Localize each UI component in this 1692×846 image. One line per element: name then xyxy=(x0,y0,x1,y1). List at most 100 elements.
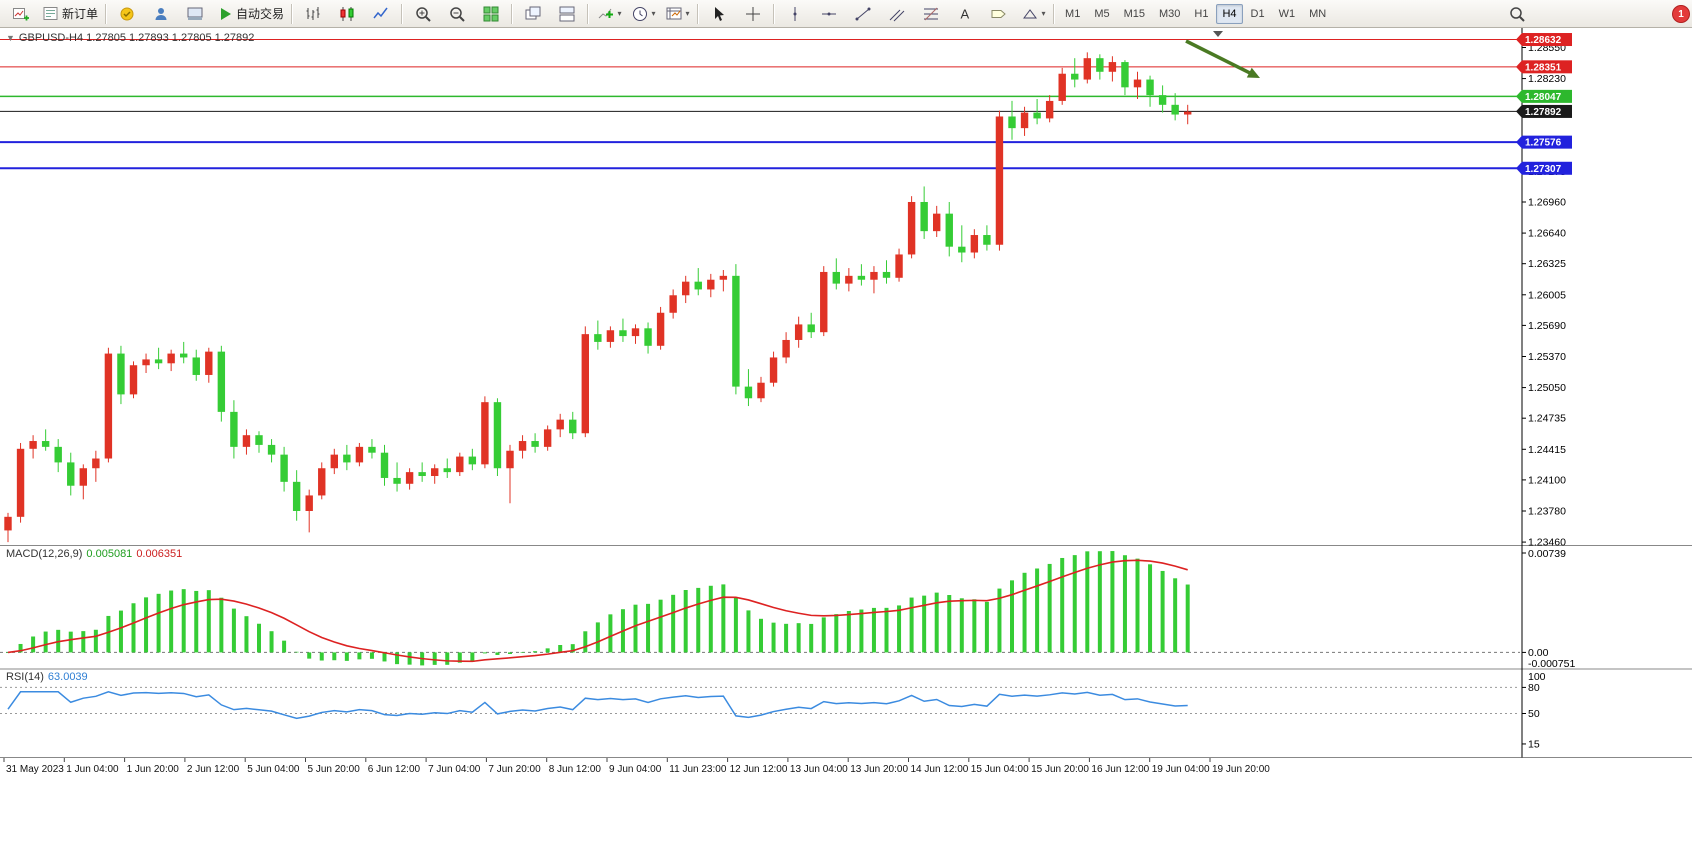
macd-indicator-label: MACD(12,26,9) 0.005081 0.006351 xyxy=(6,548,182,560)
search-button[interactable] xyxy=(1500,1,1534,27)
timeframe-m15-button[interactable]: M15 xyxy=(1123,7,1145,20)
macd-signal-value: 0.006351 xyxy=(136,548,183,560)
toolbar-separator xyxy=(401,3,404,24)
svg-text:2 Jun 12:00: 2 Jun 12:00 xyxy=(187,764,240,775)
vertical-line-button[interactable] xyxy=(778,1,812,27)
svg-text:80: 80 xyxy=(1528,682,1540,694)
cursor-icon xyxy=(715,6,725,21)
autotrading-button[interactable]: 自动交易 xyxy=(212,1,288,27)
timeframe-m1-button[interactable]: M1 xyxy=(1065,7,1081,20)
timeframe-h4-button[interactable]: H4 xyxy=(1216,3,1243,24)
line-chart-button[interactable] xyxy=(364,1,398,27)
svg-text:19 Jun 20:00: 19 Jun 20:00 xyxy=(1212,764,1270,775)
horizontal-line-button[interactable] xyxy=(812,1,846,27)
tile-windows-button[interactable] xyxy=(474,1,508,27)
bar-chart-button[interactable] xyxy=(296,1,330,27)
toolbar-separator xyxy=(105,3,108,24)
autotrading-play-icon xyxy=(221,7,232,20)
svg-text:1.26005: 1.26005 xyxy=(1528,289,1566,301)
label-button[interactable] xyxy=(982,1,1016,27)
svg-text:A: A xyxy=(961,6,970,21)
fibonacci-icon xyxy=(924,7,939,20)
macd-name: MACD(12,26,9) xyxy=(6,548,83,560)
svg-text:0.00: 0.00 xyxy=(1528,647,1549,659)
svg-text:1.26325: 1.26325 xyxy=(1528,258,1566,270)
autotrading-label: 自动交易 xyxy=(236,7,285,21)
candlestick-chart-button[interactable] xyxy=(330,1,364,27)
svg-text:1.25370: 1.25370 xyxy=(1528,351,1566,363)
shapes-button[interactable]: ▾ xyxy=(1016,1,1050,27)
chevron-down-icon: ▾ xyxy=(685,9,690,18)
price-level-lines[interactable] xyxy=(0,39,1520,170)
new-chart-icon xyxy=(13,7,29,20)
one-click-trading-toggle[interactable]: ▼ xyxy=(6,33,15,43)
svg-text:1 Jun 20:00: 1 Jun 20:00 xyxy=(127,764,180,775)
templates-button[interactable]: ▾ xyxy=(660,1,694,27)
crosshair-icon xyxy=(746,6,761,21)
new-order-button[interactable]: 新订单 xyxy=(38,1,102,27)
chart-canvas[interactable]: 1.285501.282301.279101.275901.272751.269… xyxy=(0,28,1692,846)
periods-button[interactable]: ▾ xyxy=(626,1,660,27)
navigator-button[interactable] xyxy=(144,1,178,27)
candlesticks xyxy=(4,52,1192,543)
zoom-in-icon xyxy=(416,6,431,22)
text-button[interactable]: A xyxy=(948,1,982,27)
rsi-value: 63.0039 xyxy=(47,671,88,683)
horizontal-line-icon xyxy=(822,12,837,15)
tile-windows-icon xyxy=(483,6,499,21)
timeframe-mn-button[interactable]: MN xyxy=(1309,7,1327,20)
svg-text:1.23460: 1.23460 xyxy=(1528,537,1566,549)
cascade-windows-button[interactable] xyxy=(516,1,550,27)
arrange-windows-icon xyxy=(559,6,575,21)
cursor-button[interactable] xyxy=(702,1,736,27)
svg-text:50: 50 xyxy=(1528,708,1540,720)
zoom-in-button[interactable] xyxy=(406,1,440,27)
notification-badge[interactable]: 1 xyxy=(1672,5,1690,23)
svg-text:1.27307: 1.27307 xyxy=(1525,164,1562,175)
candlestick-chart-icon xyxy=(340,6,354,21)
market-watch-button[interactable] xyxy=(110,1,144,27)
time-axis[interactable]: 31 May 2023 1 Jun 04:00 1 Jun 20:00 2 Jun 1… xyxy=(3,758,1270,775)
shapes-icon xyxy=(1022,8,1037,18)
crosshair-button[interactable] xyxy=(736,1,770,27)
svg-text:15 Jun 20:00: 15 Jun 20:00 xyxy=(1031,764,1089,775)
trend-arrow-annotation[interactable] xyxy=(1185,39,1260,78)
new-chart-button[interactable] xyxy=(4,1,38,27)
timeframe-m30-button[interactable]: M30 xyxy=(1159,7,1181,20)
zoom-out-button[interactable] xyxy=(440,1,474,27)
macd-indicator xyxy=(0,551,1520,666)
navigator-icon xyxy=(155,7,167,20)
channel-button[interactable] xyxy=(880,1,914,27)
indicators-icon xyxy=(598,8,613,18)
price-axis[interactable]: 1.285501.282301.279101.275901.272751.269… xyxy=(1516,33,1575,750)
chart-shift-marker[interactable] xyxy=(1213,31,1223,37)
arrange-windows-button[interactable] xyxy=(550,1,584,27)
svg-text:5 Jun 04:00: 5 Jun 04:00 xyxy=(247,764,300,775)
label-icon xyxy=(991,9,1006,18)
svg-text:1.25690: 1.25690 xyxy=(1528,320,1566,332)
rsi-name: RSI(14) xyxy=(6,671,44,683)
svg-text:-0.000751: -0.000751 xyxy=(1528,658,1575,670)
symbol-period-label: GBPUSD-H4 xyxy=(18,32,84,44)
timeframe-d1-button[interactable]: D1 xyxy=(1250,7,1265,20)
price-badge: 1.27576 xyxy=(1516,135,1572,149)
terminal-icon xyxy=(187,7,203,20)
trendline-button[interactable] xyxy=(846,1,880,27)
channel-icon xyxy=(889,9,905,21)
cascade-windows-icon xyxy=(525,6,541,19)
price-badge: 1.28047 xyxy=(1516,89,1572,103)
timeframe-h1-button[interactable]: H1 xyxy=(1194,7,1209,20)
svg-text:1.28351: 1.28351 xyxy=(1525,62,1562,73)
chart-area[interactable]: 1.285501.282301.279101.275901.272751.269… xyxy=(0,28,1692,846)
timeframe-w1-button[interactable]: W1 xyxy=(1278,7,1296,20)
timeframe-m5-button[interactable]: M5 xyxy=(1094,7,1110,20)
toolbar: 新订单 自动交易 xyxy=(0,0,1692,28)
indicators-button[interactable]: ▾ xyxy=(592,1,626,27)
fibonacci-button[interactable] xyxy=(914,1,948,27)
trendline-icon xyxy=(855,7,871,20)
terminal-button[interactable] xyxy=(178,1,212,27)
svg-text:1.28230: 1.28230 xyxy=(1528,73,1566,85)
chevron-down-icon: ▾ xyxy=(617,9,622,18)
toolbar-separator xyxy=(587,3,590,24)
svg-text:1.26960: 1.26960 xyxy=(1528,196,1566,208)
